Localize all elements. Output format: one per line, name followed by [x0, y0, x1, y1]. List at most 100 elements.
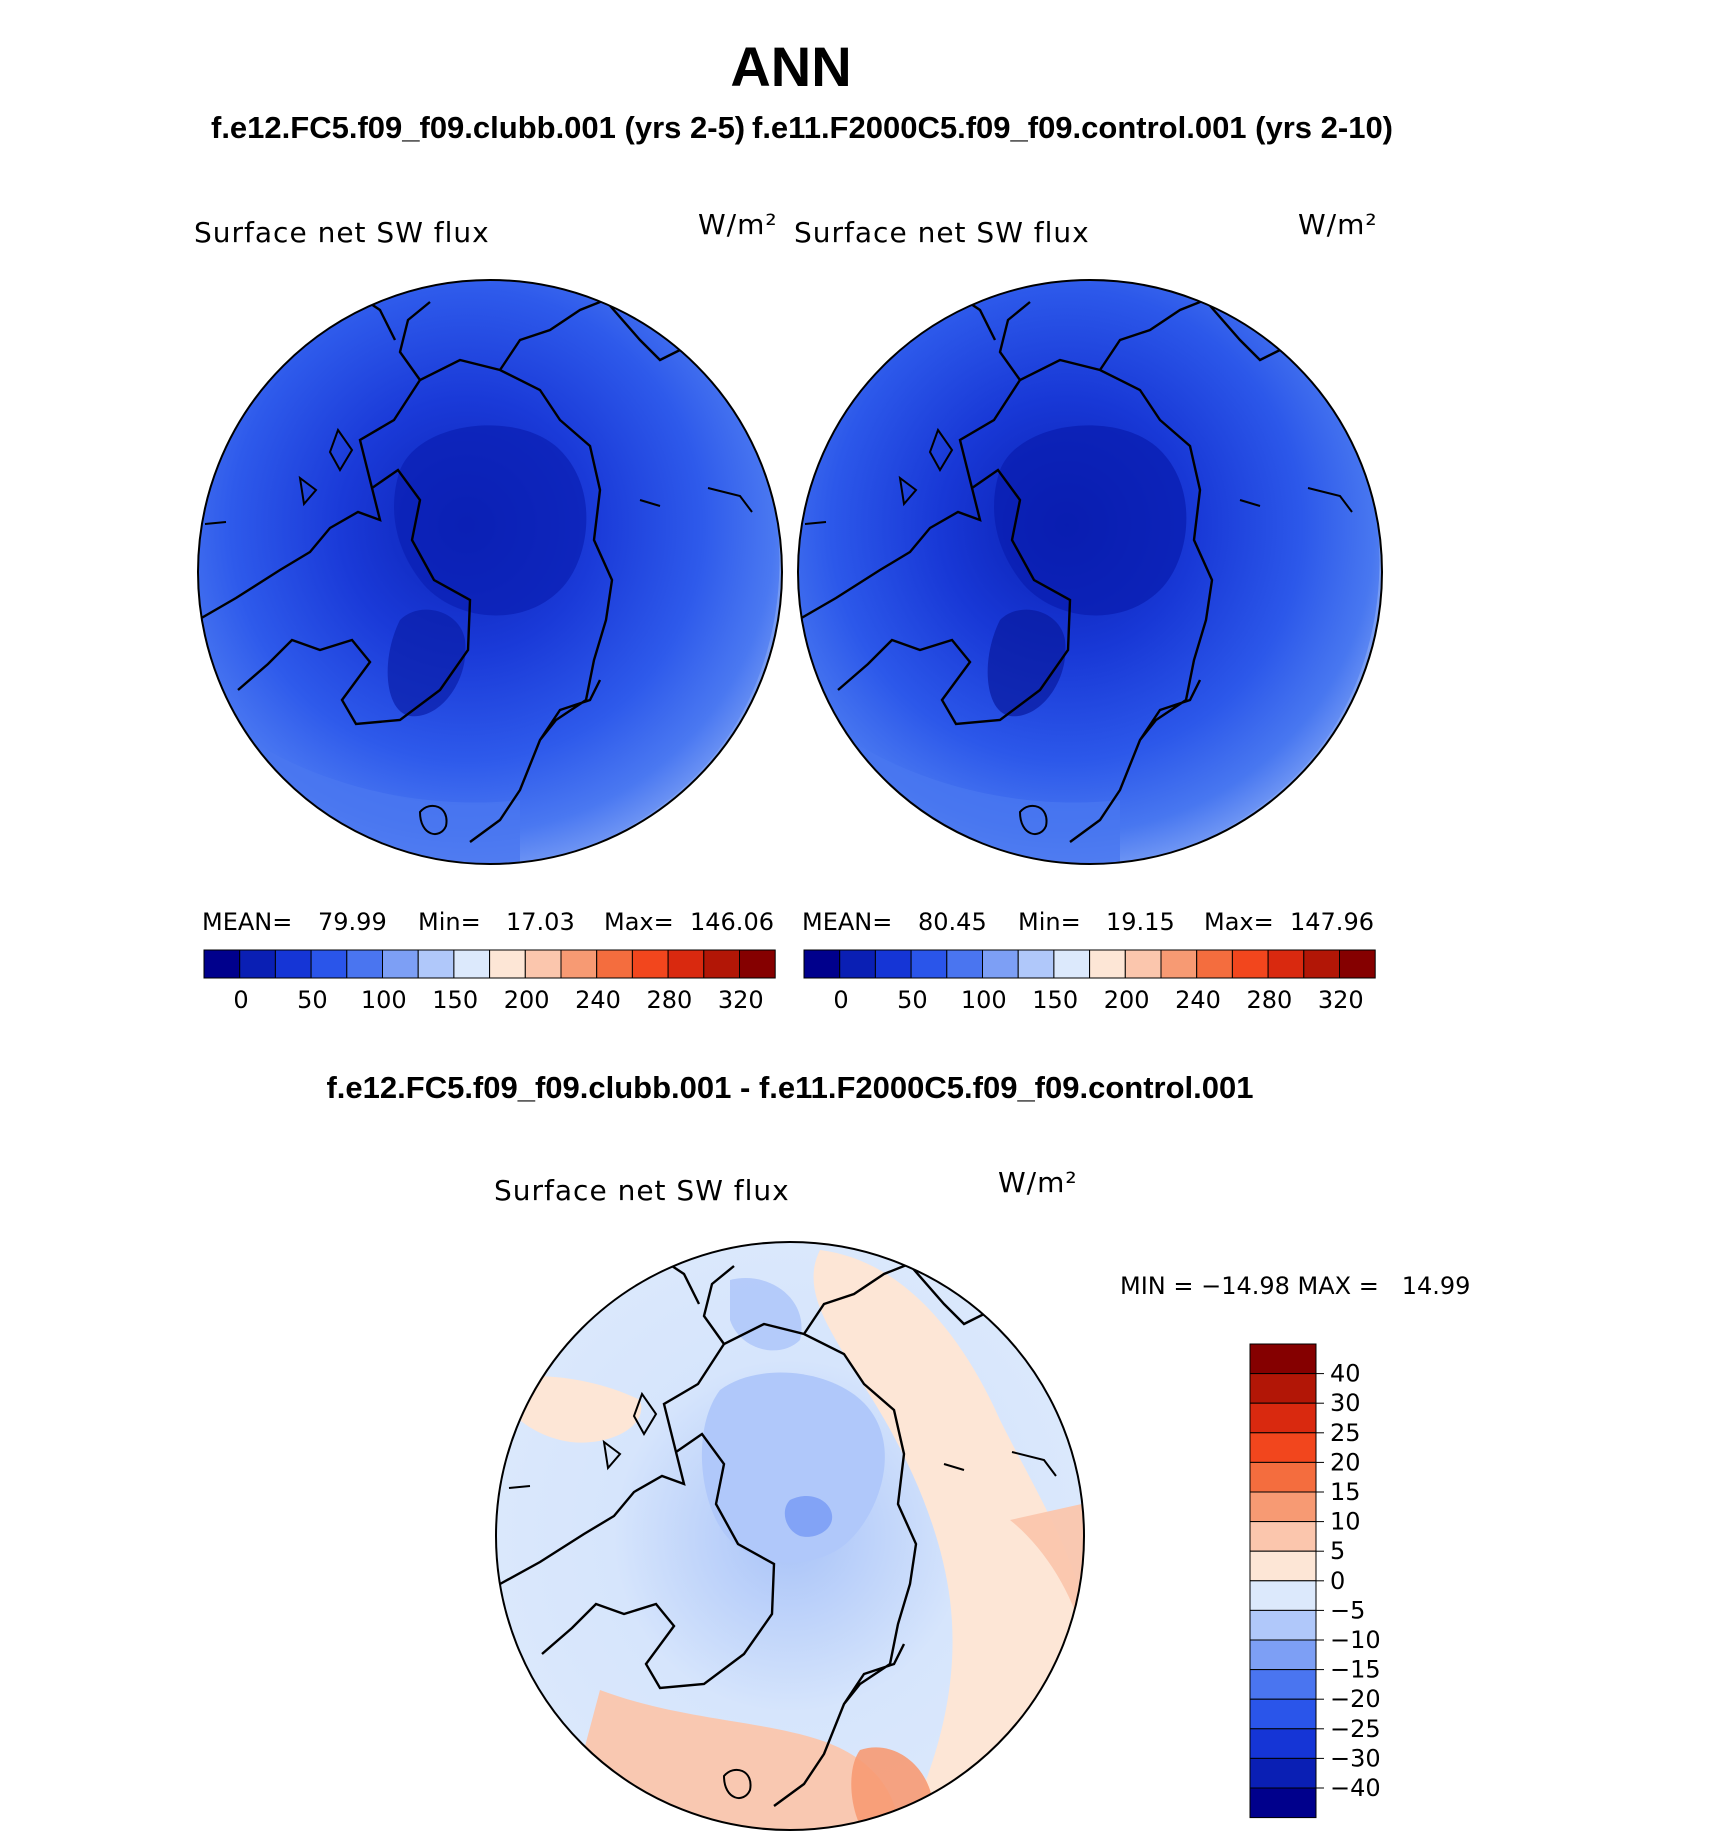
panel-case2-variable: Surface net SW flux: [794, 216, 1090, 249]
colorbar-tick-label: 5: [1330, 1537, 1345, 1565]
colorbar-tick-label: 280: [646, 986, 692, 1014]
colorbar-tick-label: −10: [1330, 1626, 1381, 1654]
colorbar-swatch: [1249, 1757, 1317, 1789]
stats-case1-mean: 79.99: [318, 908, 387, 936]
stats-diff: MIN = −14.98 MAX = 14.99: [1120, 1272, 1470, 1300]
colorbar-case1: 0 50 100 150 200 240 280 320: [203, 949, 776, 1014]
colorbar-tick-label: −5: [1330, 1596, 1365, 1624]
colorbar-tick-label: −15: [1330, 1656, 1381, 1684]
coastline-case2: [798, 289, 1281, 843]
colorbar-swatch: [874, 949, 912, 979]
colorbar-swatch: [1249, 1521, 1317, 1552]
stats-case1-mean-label: MEAN=: [202, 908, 292, 936]
colorbar-tick-label: 100: [961, 986, 1007, 1014]
colorbar-swatch: [1249, 1432, 1317, 1463]
map-case2-greenland-dark: [987, 609, 1066, 717]
colorbar-tick-label: 320: [718, 986, 764, 1014]
map-case1-rim: [197, 279, 783, 865]
colorbar-swatch: [1249, 1639, 1317, 1671]
colorbar-swatch: [1249, 1491, 1317, 1523]
diff-title: f.e12.FC5.f09_f09.clubb.001 - f.e11.F200…: [326, 1070, 1253, 1105]
colorbar-swatch: [946, 949, 983, 979]
colorbar-tick-label: −30: [1330, 1744, 1381, 1772]
colorbar-tick-label: 150: [432, 986, 478, 1014]
colorbar-swatch: [1249, 1402, 1317, 1434]
colorbar-swatch: [703, 949, 740, 979]
colorbar-swatch: [1249, 1728, 1317, 1759]
colorbar-tick-label: 50: [297, 986, 328, 1014]
stats-case1-min: 17.03: [506, 908, 575, 936]
colorbar-tick-label: 0: [833, 986, 848, 1014]
colorbar-tick-label: 0: [1330, 1567, 1345, 1595]
case2-title: f.e11.F2000C5.f09_f09.control.001 (yrs 2…: [752, 110, 1393, 145]
colorbar-swatch: [982, 949, 1019, 979]
colorbar-swatch: [839, 949, 876, 979]
colorbar-tick-label: 320: [1318, 986, 1364, 1014]
colorbar-swatch: [489, 949, 526, 979]
figure-title: ANN: [730, 35, 851, 98]
coastline-diff: [499, 1253, 985, 1807]
colorbar-tick-label: 200: [1104, 986, 1150, 1014]
colorbar-swatch: [1249, 1461, 1317, 1493]
colorbar-swatch: [382, 949, 419, 979]
colorbar-tick-label: 15: [1330, 1478, 1361, 1506]
colorbar-tick-label: 200: [504, 986, 550, 1014]
colorbar-swatch: [910, 949, 948, 979]
colorbar-swatch: [1249, 1343, 1317, 1375]
map-case1-greenland-dark: [387, 609, 466, 717]
map-diff-negative-center: [784, 1495, 833, 1537]
colorbar-swatch: [1249, 1669, 1317, 1700]
map-diff-negative-arctic: [701, 1372, 885, 1563]
colorbar-swatch: [1160, 949, 1198, 979]
coastline-case1-islands: [204, 427, 753, 836]
panel-diff-variable: Surface net SW flux: [494, 1174, 790, 1207]
map-diff-rim: [495, 1241, 1085, 1831]
colorbar-swatch: [1249, 1373, 1317, 1404]
colorbar-swatch: [1196, 949, 1233, 979]
case1-title: f.e12.FC5.f09_f09.clubb.001 (yrs 2-5): [211, 110, 745, 145]
colorbar-swatch: [1267, 949, 1305, 979]
stats-case2-min-label: Min=: [1018, 908, 1081, 936]
panel-case1-variable: Surface net SW flux: [194, 216, 490, 249]
colorbar-swatch: [417, 949, 455, 979]
colorbar-tick-label: 30: [1330, 1389, 1361, 1417]
colorbar-swatch: [1339, 949, 1376, 979]
colorbar-tick-label: 0: [233, 986, 248, 1014]
colorbar-tick-label: 240: [1175, 986, 1221, 1014]
colorbar-tick-label: 25: [1330, 1419, 1361, 1447]
colorbar-swatch: [1249, 1698, 1317, 1730]
colorbar-swatch: [667, 949, 705, 979]
colorbar-swatch: [1124, 949, 1162, 979]
colorbar-swatch: [239, 949, 276, 979]
stats-case2-mean: 80.45: [918, 908, 987, 936]
colorbar-tick-label: −40: [1330, 1774, 1381, 1802]
colorbar-tick-label: 10: [1330, 1508, 1361, 1536]
colorbar-swatch: [203, 949, 241, 979]
colorbar-tick-label: 280: [1246, 986, 1292, 1014]
map-case1-pole-dark: [394, 425, 587, 616]
panel-case1-units: W/m²: [698, 208, 778, 241]
colorbar-tick-label: 50: [897, 986, 928, 1014]
stats-case1-min-label: Min=: [418, 908, 481, 936]
colorbar-tick-label: −25: [1330, 1715, 1381, 1743]
colorbar-swatch: [1249, 1787, 1317, 1819]
panel-diff-units: W/m²: [998, 1166, 1078, 1199]
map-case2-rim: [797, 279, 1383, 865]
colorbar-swatch: [1053, 949, 1091, 979]
colorbar-case2: 0 50 100 150 200 240 280 320: [803, 949, 1376, 1014]
colorbar-swatch: [631, 949, 669, 979]
colorbar-swatch: [310, 949, 348, 979]
map-diff-positive-west: [499, 1376, 642, 1443]
stats-case1-max: 146.06: [690, 908, 774, 936]
colorbar-tick-label: −20: [1330, 1685, 1381, 1713]
colorbar-swatch: [1089, 949, 1126, 979]
colorbar-swatch: [1249, 1580, 1317, 1611]
colorbar-swatch: [803, 949, 841, 979]
coastline-diff-islands: [508, 1391, 1057, 1800]
map-diff-positive-east: [960, 1500, 1084, 1830]
stats-case2-max: 147.96: [1290, 908, 1374, 936]
colorbar-swatch: [524, 949, 562, 979]
coastline-case2-islands: [804, 427, 1353, 836]
